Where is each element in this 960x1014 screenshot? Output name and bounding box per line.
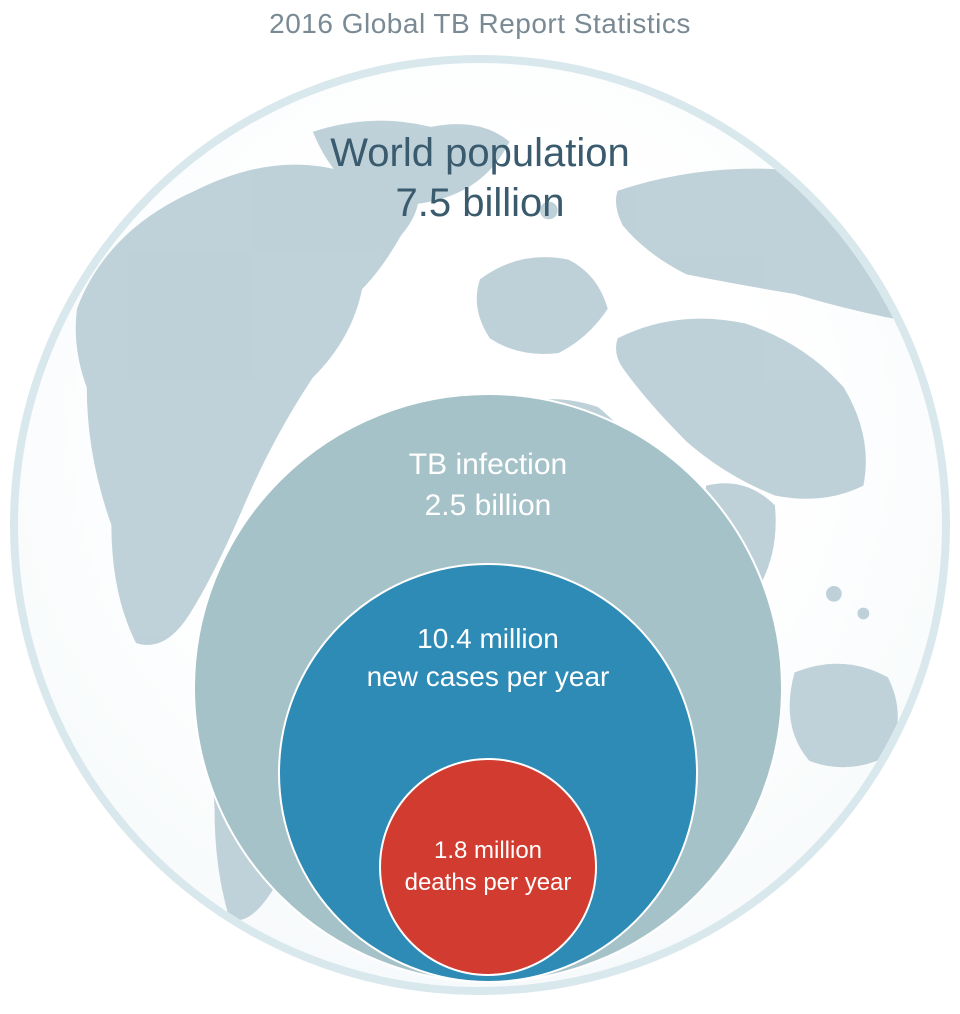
cases-line1: 10.4 million xyxy=(280,620,696,658)
infection-line2: 2.5 billion xyxy=(195,486,781,527)
world-population-label: World population 7.5 billion xyxy=(18,128,942,228)
world-line2: 7.5 billion xyxy=(18,178,942,228)
infection-line1: TB infection xyxy=(195,445,781,486)
deaths-line1: 1.8 million xyxy=(381,835,595,867)
globe-outer-ring: World population 7.5 billion TB infectio… xyxy=(10,55,950,995)
deaths-circle: 1.8 million deaths per year xyxy=(379,758,597,976)
globe-container: World population 7.5 billion TB infectio… xyxy=(10,55,950,995)
cases-line2: new cases per year xyxy=(280,658,696,696)
world-line1: World population xyxy=(18,128,942,178)
deaths-line2: deaths per year xyxy=(381,867,595,899)
chart-title: 2016 Global TB Report Statistics xyxy=(0,8,960,40)
